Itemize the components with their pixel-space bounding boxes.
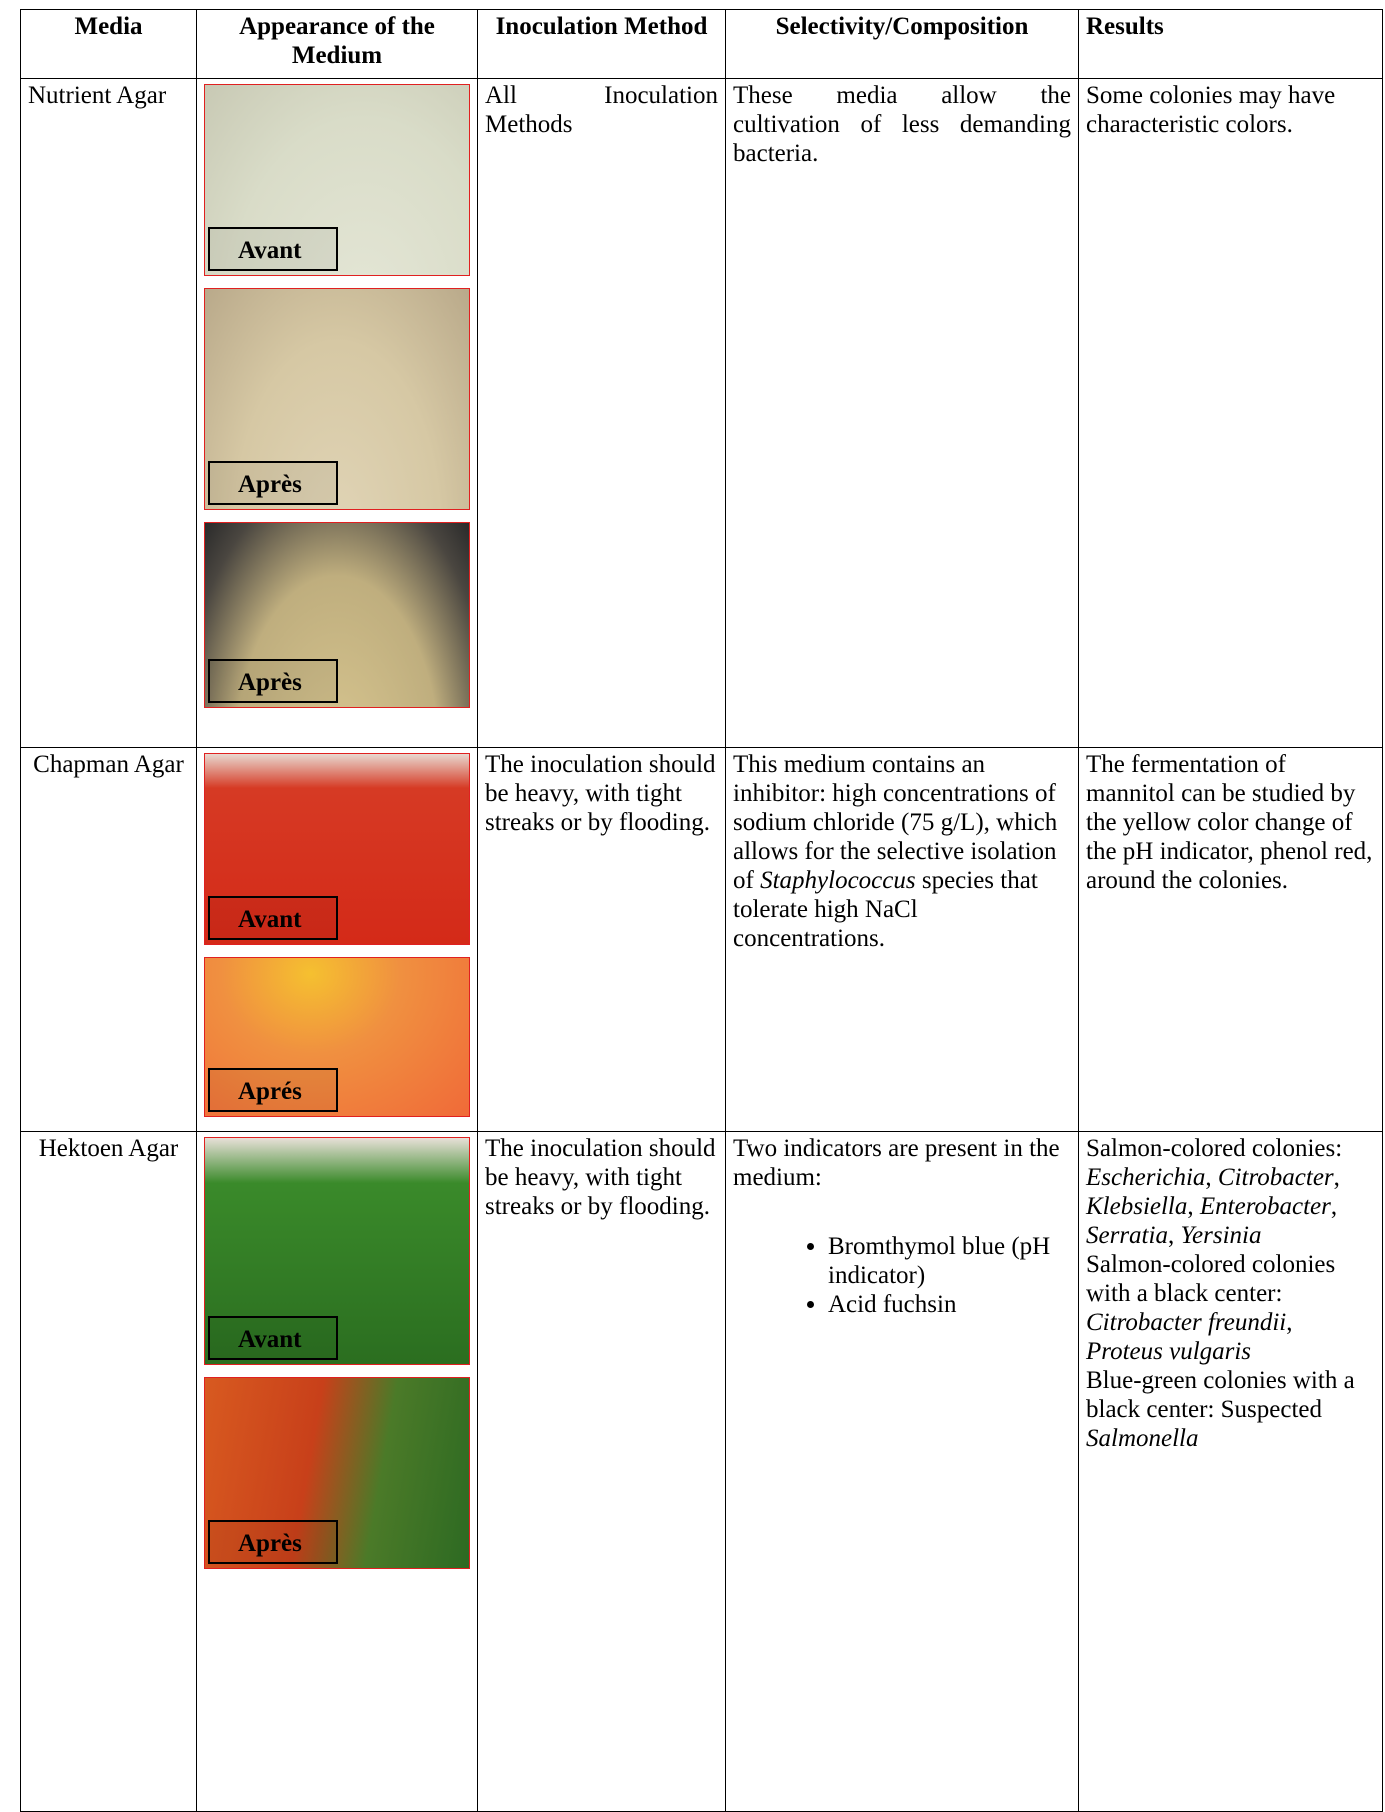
photo-label: Après — [208, 1520, 338, 1564]
text: Salmon-colored colonies with a black cen… — [1086, 1251, 1336, 1307]
list-item: Acid fuchsin — [828, 1290, 1071, 1319]
paragraph: Blue-green colonies with a black center:… — [1086, 1366, 1375, 1453]
text: Two indicators are present in the medium… — [733, 1135, 1060, 1191]
text: The fermentation of mannitol can be stud… — [1086, 751, 1373, 894]
italic-text: Salmonella — [1086, 1425, 1199, 1452]
media-cell: Hektoen Agar — [20, 1131, 197, 1812]
text: , — [1187, 1193, 1200, 1220]
results-cell: Some colonies may have characteristic co… — [1078, 78, 1383, 748]
italic-text: Escherichia — [1086, 1164, 1206, 1191]
photo-label: Après — [208, 659, 338, 703]
photo-label: Avant — [208, 227, 338, 271]
text: species that tolerate high NaCl concentr… — [733, 867, 1038, 952]
text: , — [1205, 1164, 1218, 1191]
italic-text: Citrobacter — [1217, 1164, 1334, 1191]
appearance-cell: Avant Aprés — [196, 747, 478, 1132]
plate-photo: Avant — [204, 1137, 470, 1365]
header-row: Media Appearance of the Medium Inoculation… — [20, 9, 1383, 79]
text: Blue-green colonies with a black center:… — [1086, 1367, 1355, 1423]
italic-text: Klebsiella — [1086, 1193, 1188, 1220]
text: Some colonies may have characteristic co… — [1086, 82, 1336, 138]
plate-photo: Aprés — [204, 957, 470, 1117]
header-cell: Media — [20, 9, 197, 79]
selectivity-cell: Two indicators are present in the medium… — [725, 1131, 1079, 1812]
photo-label: Avant — [208, 1316, 338, 1360]
plate-photo: Après — [204, 1377, 470, 1569]
media-cell: Nutrient Agar — [20, 78, 197, 748]
table-row: Hektoen Agar Avant Après The inoculation sh… — [20, 1131, 1383, 1812]
text: These media allow the cultivation of les… — [733, 82, 1071, 167]
indicator-list: Bromthymol blue (pH indicator)Acid fuchs… — [733, 1232, 1071, 1319]
selectivity-cell: This medium contains an inhibitor: high … — [725, 747, 1079, 1132]
italic-text: Serratia — [1086, 1222, 1168, 1249]
plate-photo: Avant — [204, 84, 470, 276]
paragraph: The fermentation of mannitol can be stud… — [1086, 750, 1375, 895]
inoculation-cell: The inoculation should be heavy, with ti… — [477, 1131, 726, 1812]
inoculation-cell: The inoculation should be heavy, with ti… — [477, 747, 726, 1132]
plate-photo: Après — [204, 522, 470, 708]
inoculation-cell: All Inoculation Methods — [477, 78, 726, 748]
italic-text: Yersinia — [1180, 1222, 1262, 1249]
appearance-cell: Avant Après Après — [196, 78, 478, 748]
text: , — [1330, 1193, 1338, 1220]
appearance-cell: Avant Après — [196, 1131, 478, 1812]
italic-text: Proteus vulgaris — [1086, 1338, 1252, 1365]
header-cell: Inoculation Method — [477, 9, 726, 79]
italic-text: Staphylococcus — [760, 867, 916, 894]
header-cell: Appearance of the Medium — [196, 9, 478, 79]
selectivity-cell: These media allow the cultivation of les… — [725, 78, 1079, 748]
results-cell: The fermentation of mannitol can be stud… — [1078, 747, 1383, 1132]
media-cell: Chapman Agar — [20, 747, 197, 1132]
results-cell: Salmon-colored colonies: Escherichia, Ci… — [1078, 1131, 1383, 1812]
list-item: Bromthymol blue (pH indicator) — [828, 1232, 1071, 1290]
photo-label: Avant — [208, 896, 338, 940]
text: , — [1286, 1309, 1293, 1336]
photo-label: Après — [208, 461, 338, 505]
plate-photo: Avant — [204, 753, 470, 945]
paragraph: These media allow the cultivation of les… — [733, 81, 1071, 168]
table-body: Nutrient Agar Avant Après Après All Inoculat… — [20, 78, 1383, 1812]
text: , — [1167, 1222, 1181, 1249]
table-row: Nutrient Agar Avant Après Après All Inoculat… — [20, 78, 1383, 748]
paragraph: Salmon-colored colonies with a black cen… — [1086, 1250, 1375, 1366]
italic-text: Citrobacter freundii — [1086, 1309, 1287, 1336]
paragraph: Salmon-colored colonies: Escherichia, Ci… — [1086, 1134, 1375, 1250]
text: This medium contains an inhibitor: high … — [733, 751, 1058, 894]
header-cell: Results — [1078, 9, 1383, 79]
header-cell: Selectivity/Composition — [725, 9, 1079, 79]
text: , — [1333, 1164, 1340, 1191]
photo-label: Aprés — [208, 1068, 338, 1112]
text: Salmon-colored colonies: — [1086, 1135, 1343, 1162]
paragraph: This medium contains an inhibitor: high … — [733, 750, 1071, 953]
paragraph: Two indicators are present in the medium… — [733, 1134, 1071, 1192]
table-row: Chapman Agar Avant Aprés The inoculation sh… — [20, 747, 1383, 1132]
media-table: Media Appearance of the Medium Inoculation… — [20, 9, 1383, 1812]
italic-text: Enterobacter — [1199, 1193, 1331, 1220]
paragraph: Some colonies may have characteristic co… — [1086, 81, 1375, 139]
plate-photo: Après — [204, 288, 470, 510]
